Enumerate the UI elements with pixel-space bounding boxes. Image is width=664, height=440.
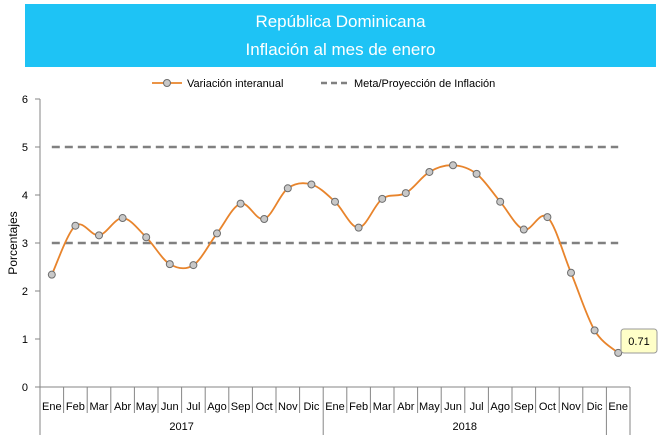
data-point xyxy=(165,260,174,269)
x-tick-label: Nov xyxy=(561,401,581,413)
year-group-label: 2018 xyxy=(453,421,477,433)
data-point xyxy=(614,348,623,357)
x-tick-label: Sep xyxy=(514,401,534,413)
x-tick-label: Abr xyxy=(114,401,131,413)
x-tick-label: Ene xyxy=(42,401,62,413)
data-point xyxy=(354,223,363,232)
x-tick-label: Jul xyxy=(470,401,484,413)
x-tick-label: Nov xyxy=(278,401,298,413)
target-bands xyxy=(51,145,619,245)
x-tick-label: Jun xyxy=(444,401,462,413)
data-point xyxy=(543,213,552,222)
data-point xyxy=(283,184,292,193)
data-point xyxy=(142,233,151,242)
y-tick-label: 4 xyxy=(22,190,28,202)
data-point xyxy=(189,261,198,270)
chart-title: República Dominicana xyxy=(255,12,426,31)
data-point xyxy=(590,326,599,335)
data-point xyxy=(236,199,245,208)
x-tick-label: Mar xyxy=(373,401,392,413)
x-tick-label: Jul xyxy=(186,401,200,413)
legend-label-variacion: Variación interanual xyxy=(187,78,283,90)
data-point xyxy=(71,221,80,230)
x-tick-label: Sep xyxy=(231,401,251,413)
x-tick-label: May xyxy=(419,401,440,413)
data-point xyxy=(95,231,103,240)
x-tick-label: Ago xyxy=(490,401,510,413)
x-tick-label: Dic xyxy=(587,401,603,413)
annotation-group: 0.71 xyxy=(620,328,658,354)
data-point xyxy=(449,161,457,170)
data-point xyxy=(425,167,434,176)
legend-swatch-marker xyxy=(163,79,171,87)
legend-label-meta: Meta/Proyección de Inflación xyxy=(354,78,495,90)
data-point xyxy=(331,197,339,206)
data-point xyxy=(496,197,505,206)
y-tick-label: 3 xyxy=(22,238,28,250)
y-tick-label: 2 xyxy=(22,286,28,298)
y-tick-label: 0 xyxy=(22,382,28,394)
data-point xyxy=(519,225,528,234)
data-point xyxy=(118,214,127,223)
x-tick-label: Ago xyxy=(207,401,227,413)
data-point xyxy=(378,194,387,203)
chart-axes: 0 1 2 3 4 5 6 Ene Feb Mar Abr May Jun Jul Ago Sep Oct Nov… xyxy=(6,94,631,435)
x-tick-label: Feb xyxy=(66,401,85,413)
legend: Variación interanual Meta/Proyección de I… xyxy=(152,78,495,90)
series-line-group xyxy=(50,164,619,354)
x-tick-label: Feb xyxy=(349,401,368,413)
data-point xyxy=(401,189,410,198)
x-tick-label: May xyxy=(136,401,157,413)
chart-subtitle: Inflación al mes de enero xyxy=(245,40,436,59)
annotation-box xyxy=(620,328,658,354)
y-tick-label: 6 xyxy=(22,94,28,106)
x-tick-label: Ene xyxy=(325,401,345,413)
data-point xyxy=(260,215,269,223)
annotation-label: 0.71 xyxy=(628,336,649,348)
x-tick-label: Mar xyxy=(90,401,109,413)
y-tick-label: 5 xyxy=(22,142,28,154)
x-tick-label: Oct xyxy=(539,401,556,413)
y-axis-title: Porcentajes xyxy=(6,211,20,274)
series-line xyxy=(50,164,619,354)
x-tick-label: Oct xyxy=(256,401,273,413)
data-point xyxy=(307,180,316,189)
x-tick-label: Dic xyxy=(303,401,319,413)
chart-title-banner: República Dominicana Inflación al mes de… xyxy=(25,4,656,67)
y-tick-label: 1 xyxy=(22,334,28,346)
x-tick-label: Ene xyxy=(608,401,628,413)
data-point xyxy=(472,169,481,178)
data-point xyxy=(213,229,221,238)
data-point xyxy=(567,268,575,277)
data-point xyxy=(47,270,56,279)
data-points xyxy=(47,161,623,357)
year-group-label: 2017 xyxy=(169,421,193,433)
x-tick-label: Jun xyxy=(161,401,179,413)
x-tick-label: Abr xyxy=(397,401,414,413)
